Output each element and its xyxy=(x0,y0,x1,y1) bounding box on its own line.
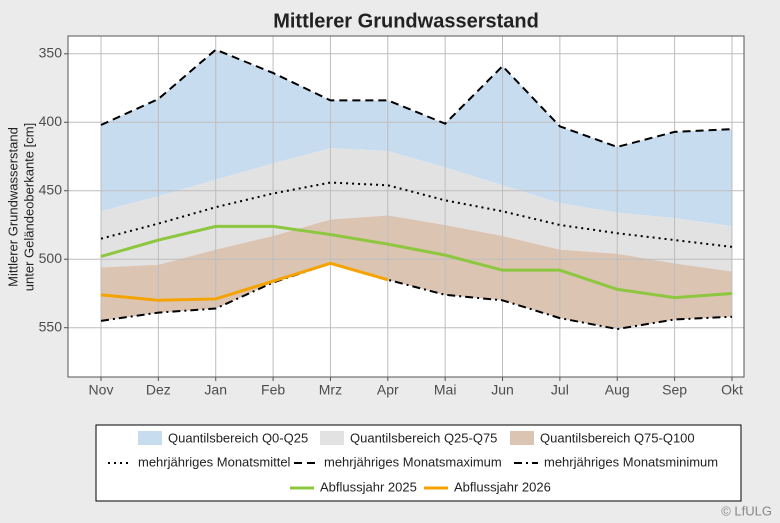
x-tick-label: Mrz xyxy=(319,382,342,398)
y-tick-label: 350 xyxy=(39,45,63,61)
x-tick-label: Feb xyxy=(261,382,285,398)
x-tick-label: Dez xyxy=(146,382,171,398)
chart-title: Mittlerer Grundwasserstand xyxy=(273,10,539,32)
y-tick-label: 400 xyxy=(39,113,63,129)
legend-label: mehrjähriges Monatsmittel xyxy=(138,454,291,469)
legend-box xyxy=(95,424,742,502)
series-line xyxy=(100,224,733,300)
y-tick-label: 550 xyxy=(39,318,63,334)
x-tick-label: Jan xyxy=(204,382,227,398)
x-tick-label: Sep xyxy=(662,382,687,398)
y-axis-title: Mittlerer Grundwasserstand xyxy=(5,127,20,287)
credit: © LfULG xyxy=(721,503,772,518)
x-tick-label: Mai xyxy=(434,382,457,398)
y-axis-title: unter Geländeoberkante [cm] xyxy=(21,123,36,291)
legend-label: mehrjähriges Monatsminimum xyxy=(544,454,718,469)
legend-label: Abflussjahr 2025 xyxy=(320,479,417,494)
legend-label: Quantilsbereich Q25-Q75 xyxy=(350,430,497,445)
series-line xyxy=(100,181,733,248)
x-tick-label: Aug xyxy=(605,382,630,398)
series-line xyxy=(100,48,733,148)
series-line xyxy=(100,261,389,302)
x-tick-label: Okt xyxy=(721,382,743,398)
legend-swatch xyxy=(320,431,344,445)
legend-label: Abflussjahr 2026 xyxy=(454,479,551,494)
legend-label: mehrjähriges Monatsmaximum xyxy=(324,454,502,469)
x-tick-label: Jun xyxy=(491,382,514,398)
y-tick-label: 450 xyxy=(39,181,63,197)
legend-swatch xyxy=(510,431,534,445)
x-tick-label: Jul xyxy=(551,382,569,398)
legend-label: Quantilsbereich Q0-Q25 xyxy=(168,430,308,445)
band xyxy=(101,49,732,227)
x-tick-label: Nov xyxy=(89,382,114,398)
x-tick-label: Apr xyxy=(377,382,399,398)
y-tick-label: 500 xyxy=(39,250,63,266)
legend-swatch xyxy=(138,431,162,445)
legend-label: Quantilsbereich Q75-Q100 xyxy=(540,430,695,445)
plot-panel xyxy=(67,35,745,378)
series-line xyxy=(100,262,733,331)
band xyxy=(101,148,732,272)
band xyxy=(101,215,732,330)
